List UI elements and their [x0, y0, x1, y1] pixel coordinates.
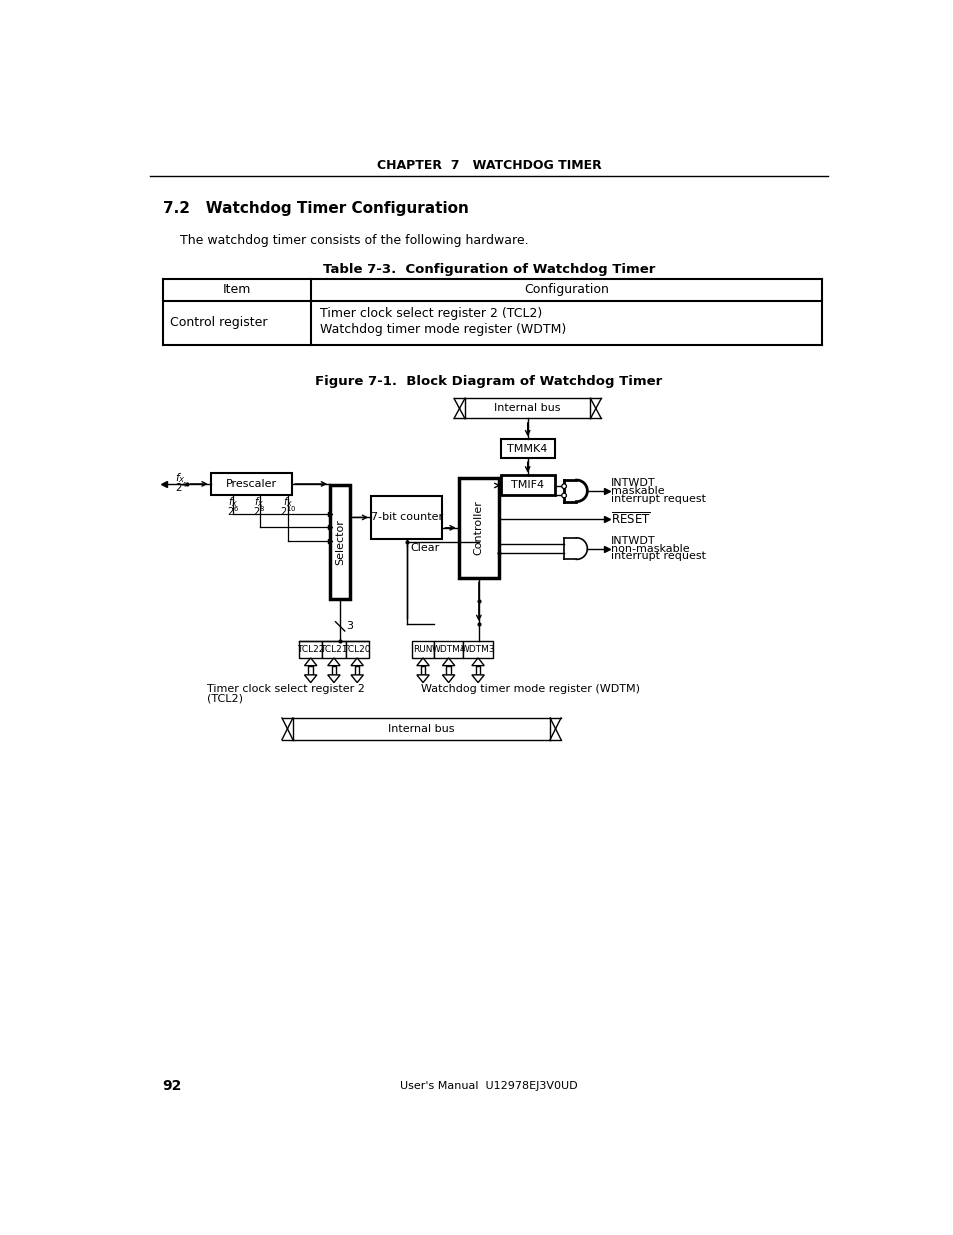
- Text: non-maskable: non-maskable: [611, 543, 689, 553]
- Bar: [330, 485, 350, 599]
- Text: WDTM3: WDTM3: [460, 645, 495, 655]
- Text: Item: Item: [223, 283, 251, 296]
- Polygon shape: [472, 674, 484, 683]
- Polygon shape: [328, 658, 340, 666]
- Polygon shape: [304, 674, 316, 683]
- Polygon shape: [328, 674, 340, 683]
- Text: Watchdog timer mode register (WDTM): Watchdog timer mode register (WDTM): [319, 322, 566, 336]
- Text: TCL20: TCL20: [343, 645, 371, 655]
- Bar: [412, 641, 434, 658]
- Text: Timer clock select register 2: Timer clock select register 2: [207, 684, 364, 694]
- Text: Clear: Clear: [410, 543, 439, 553]
- Bar: [500, 440, 555, 458]
- Text: TMIF4: TMIF4: [511, 480, 543, 490]
- Text: Watchdog timer mode register (WDTM): Watchdog timer mode register (WDTM): [421, 684, 639, 694]
- Bar: [458, 478, 498, 578]
- Text: Figure 7-1.  Block Diagram of Watchdog Timer: Figure 7-1. Block Diagram of Watchdog Ti…: [315, 375, 661, 388]
- Text: Table 7-3.  Configuration of Watchdog Timer: Table 7-3. Configuration of Watchdog Tim…: [322, 263, 655, 277]
- Text: $f_X$: $f_X$: [283, 495, 293, 509]
- Polygon shape: [351, 674, 363, 683]
- Bar: [298, 641, 322, 658]
- Text: 7.2   Watchdog Timer Configuration: 7.2 Watchdog Timer Configuration: [162, 201, 468, 216]
- Text: The watchdog timer consists of the following hardware.: The watchdog timer consists of the follo…: [179, 235, 528, 247]
- Text: User's Manual  U12978EJ3V0UD: User's Manual U12978EJ3V0UD: [399, 1081, 578, 1091]
- Bar: [355, 666, 359, 674]
- Polygon shape: [472, 658, 484, 666]
- Polygon shape: [563, 537, 587, 559]
- Text: $2^{6}$: $2^{6}$: [227, 504, 239, 517]
- Bar: [420, 666, 425, 674]
- Polygon shape: [563, 480, 587, 501]
- Text: $f_X$: $f_X$: [228, 495, 238, 509]
- Text: Control register: Control register: [170, 316, 267, 330]
- Text: $2^{8}$: $2^{8}$: [253, 504, 265, 517]
- Polygon shape: [442, 674, 455, 683]
- Text: (TCL2): (TCL2): [207, 694, 243, 704]
- Bar: [371, 496, 442, 538]
- Text: maskable: maskable: [611, 485, 664, 495]
- Text: Selector: Selector: [335, 520, 345, 566]
- Bar: [293, 718, 550, 740]
- Circle shape: [561, 493, 566, 498]
- Text: RUN: RUN: [413, 645, 433, 655]
- Text: Controller: Controller: [474, 500, 483, 556]
- Polygon shape: [304, 658, 316, 666]
- Text: interrupt request: interrupt request: [611, 551, 705, 561]
- Polygon shape: [351, 658, 363, 666]
- Text: $f_X$: $f_X$: [174, 471, 186, 484]
- Bar: [211, 473, 292, 495]
- Text: Prescaler: Prescaler: [226, 479, 276, 489]
- Bar: [345, 641, 369, 658]
- Bar: [434, 641, 463, 658]
- Text: $2^4$: $2^4$: [174, 480, 188, 494]
- Bar: [476, 666, 480, 674]
- Bar: [446, 666, 451, 674]
- Text: Internal bus: Internal bus: [494, 404, 560, 414]
- Bar: [322, 641, 345, 658]
- Text: 3: 3: [346, 621, 353, 631]
- Text: TMMK4: TMMK4: [507, 443, 547, 453]
- Text: INTWDT: INTWDT: [611, 478, 656, 488]
- Bar: [308, 666, 313, 674]
- Bar: [463, 641, 493, 658]
- Text: INTWDT: INTWDT: [611, 536, 656, 546]
- Text: Internal bus: Internal bus: [388, 724, 455, 734]
- Bar: [500, 475, 555, 495]
- Circle shape: [561, 484, 566, 489]
- Text: TCL21: TCL21: [320, 645, 347, 655]
- Polygon shape: [416, 674, 429, 683]
- Bar: [464, 399, 590, 419]
- Polygon shape: [442, 658, 455, 666]
- Text: CHAPTER  7   WATCHDOG TIMER: CHAPTER 7 WATCHDOG TIMER: [376, 158, 600, 172]
- Text: WDTM4: WDTM4: [431, 645, 465, 655]
- Text: 7-bit counter: 7-bit counter: [371, 513, 442, 522]
- Text: 92: 92: [162, 1079, 181, 1093]
- Text: $\overline{\mathrm{RESET}}$: $\overline{\mathrm{RESET}}$: [611, 511, 650, 527]
- Polygon shape: [416, 658, 429, 666]
- Bar: [332, 666, 335, 674]
- Text: $f_X$: $f_X$: [254, 495, 264, 509]
- Text: interrupt request: interrupt request: [611, 494, 705, 504]
- Text: Configuration: Configuration: [523, 283, 608, 296]
- Text: $2^{10}$: $2^{10}$: [279, 504, 296, 517]
- Text: TCL22: TCL22: [296, 645, 324, 655]
- Text: Timer clock select register 2 (TCL2): Timer clock select register 2 (TCL2): [319, 308, 541, 320]
